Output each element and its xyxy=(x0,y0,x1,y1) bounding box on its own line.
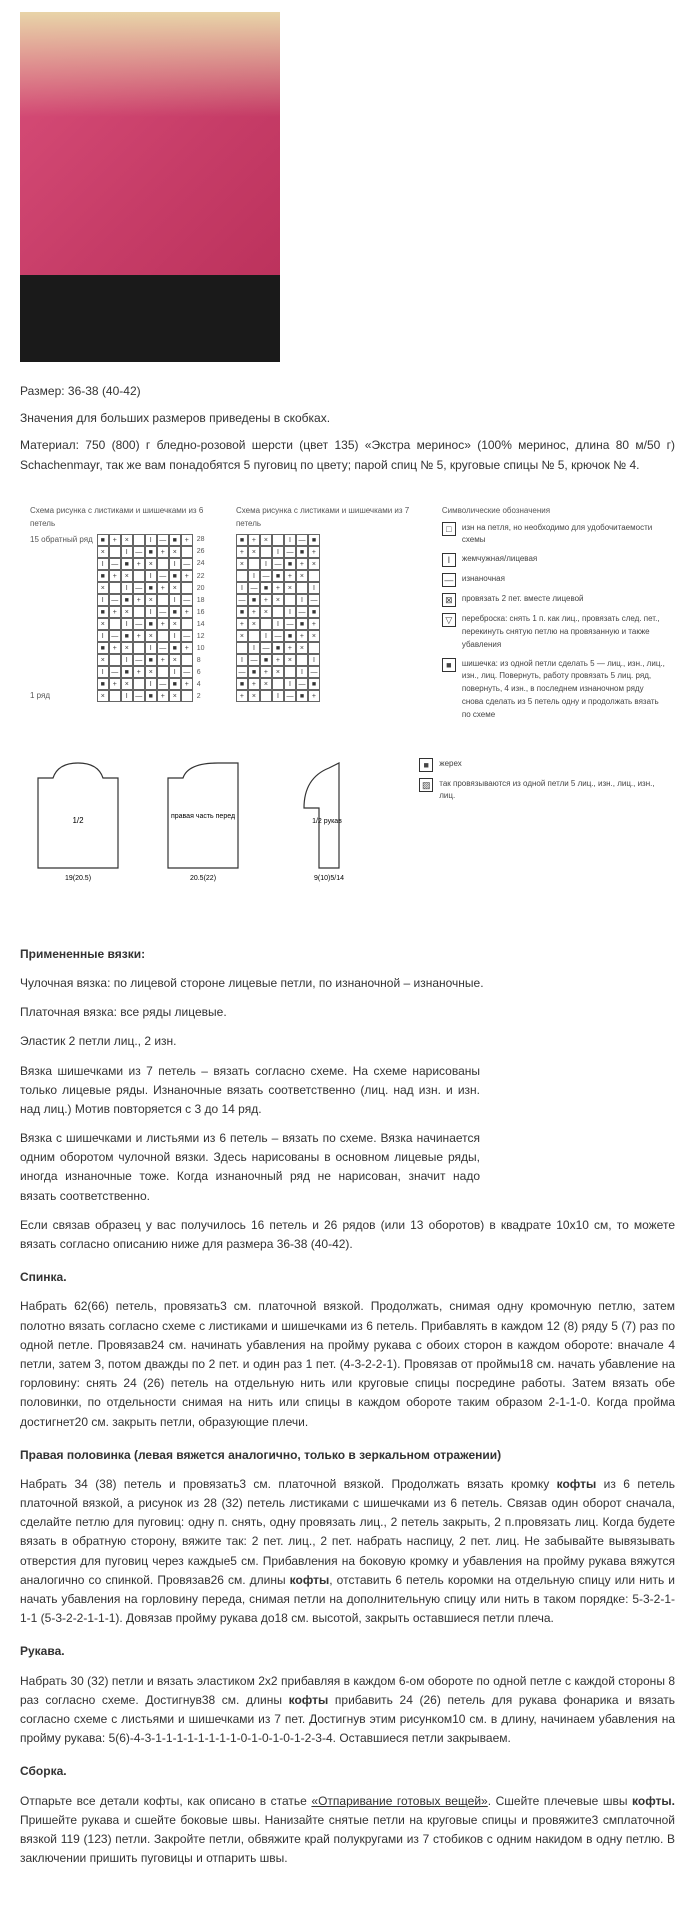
schematic-sleeve: 1/2 рукав 9(10)5/14 xyxy=(289,758,389,888)
size-line: Размер: 36-38 (40-42) xyxy=(20,382,675,401)
body-text: Примененные вязки: Чулочная вязка: по ли… xyxy=(20,945,675,1869)
legend-row: ■шишечка: из одной петли сделать 5 — лиц… xyxy=(442,658,665,722)
back-text: Набрать 62(66) петель, провязать3 см. пл… xyxy=(20,1297,675,1431)
schematic-row: 1/2 19(20.5) правая часть перед 20.5(22)… xyxy=(20,758,675,888)
schematic-front: правая часть перед 20.5(22) xyxy=(158,758,258,888)
steaming-link[interactable]: «Отпаривание готовых вещей» xyxy=(311,1794,487,1808)
legend-row: □изн на петля, но необходимо для удобочи… xyxy=(442,522,665,548)
chart-1: Схема рисунка с листиками и шишечками из… xyxy=(30,505,216,728)
chart-1-title: Схема рисунка с листиками и шишечками из… xyxy=(30,505,216,531)
sleeve-text: Набрать 30 (32) петли и вязать эластиком… xyxy=(20,1672,675,1749)
assembly-heading: Сборка. xyxy=(20,1762,675,1781)
schematic-legend: ■жерех▨так провязываются из одной петли … xyxy=(419,758,667,888)
schema-diagram: Схема рисунка с листиками и шишечками из… xyxy=(20,495,675,915)
legend-row: —изнаночная xyxy=(442,573,665,587)
elastic-text: Эластик 2 петли лиц., 2 изн. xyxy=(20,1032,675,1051)
size-note: Значения для больших размеров приведены … xyxy=(20,409,675,428)
assembly-text: Отпарьте все детали кофты, как описано в… xyxy=(20,1792,675,1869)
shish7-text: Вязка шишечками из 7 петель – вязать сог… xyxy=(20,1062,480,1120)
svg-text:20.5(22): 20.5(22) xyxy=(190,875,216,882)
product-photo xyxy=(20,12,280,362)
legend-title: Символические обозначения xyxy=(442,505,665,518)
shish6-text: Вязка с шишечками и листьями из 6 петель… xyxy=(20,1129,480,1206)
used-heading: Примененные вязки: xyxy=(20,945,675,964)
legend-block: Символические обозначения □изн на петля,… xyxy=(442,505,665,728)
svg-text:правая часть перед: правая часть перед xyxy=(171,813,235,820)
svg-text:1/2: 1/2 xyxy=(72,816,84,825)
chul-text: Чулочная вязка: по лицевой стороне лицев… xyxy=(20,974,675,993)
legend-row: ⊠провязать 2 пет. вместе лицевой xyxy=(442,593,665,607)
chart-2-title: Схема рисунка с листиками и шишечками из… xyxy=(236,505,422,531)
schematic-back: 1/2 19(20.5) xyxy=(28,758,128,888)
legend-row: ▽переброска: снять 1 п. как лиц., провяз… xyxy=(442,613,665,651)
svg-text:1/2 рукав: 1/2 рукав xyxy=(312,818,342,825)
row-label-1: 1 ряд xyxy=(30,690,93,703)
svg-text:9(10)5/14: 9(10)5/14 xyxy=(314,875,344,882)
legend-row: Iжемчужная/лицевая xyxy=(442,553,665,567)
row-label-15: 15 обратный ряд xyxy=(30,534,93,547)
svg-text:19(20.5): 19(20.5) xyxy=(65,875,91,882)
materials: Материал: 750 (800) г бледно-розовой шер… xyxy=(20,436,675,474)
right-heading: Правая половинка (левая вяжется аналогич… xyxy=(20,1446,675,1465)
chart-2: Схема рисунка с листиками и шишечками из… xyxy=(236,505,422,728)
plat-text: Платочная вязка: все ряды лицевые. xyxy=(20,1003,675,1022)
back-heading: Спинка. xyxy=(20,1268,675,1287)
meta-block: Размер: 36-38 (40-42) Значения для больш… xyxy=(20,382,675,475)
sleeve-heading: Рукава. xyxy=(20,1642,675,1661)
right-text: Набрать 34 (38) петель и провязать3 см. … xyxy=(20,1475,675,1629)
gauge-text: Если связав образец у вас получилось 16 … xyxy=(20,1216,675,1254)
